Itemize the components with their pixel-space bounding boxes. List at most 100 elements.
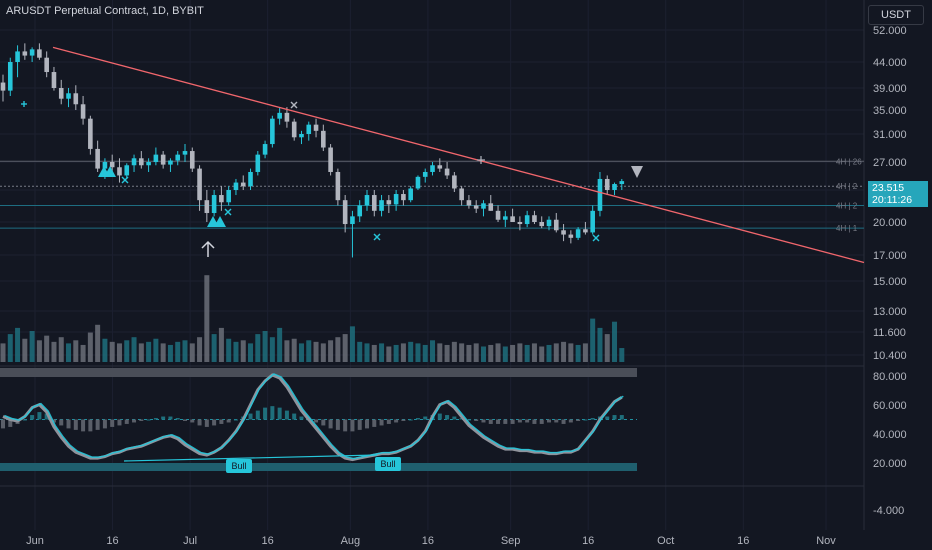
oscillator-histogram-bar	[73, 419, 78, 430]
volume-bar	[612, 321, 618, 362]
oscillator-histogram-bar	[219, 419, 224, 424]
volume-bar	[459, 343, 465, 362]
oscillator-histogram-bar	[95, 419, 100, 430]
price-axis: 52.00044.00039.00035.00031.00027.00023.0…	[873, 25, 907, 517]
currency-selector[interactable]: USDT	[868, 5, 924, 25]
price-tick-label: 35.000	[873, 105, 907, 117]
volume-bar	[582, 343, 588, 362]
volume-bar	[306, 340, 312, 362]
volume-bar	[451, 341, 457, 362]
candle-body	[219, 195, 224, 203]
volume-bar	[189, 343, 195, 362]
volume-bar	[480, 346, 486, 362]
volume-bar	[510, 344, 516, 362]
volume-bar	[102, 338, 108, 362]
volume-bar	[160, 343, 166, 362]
candle-body	[612, 184, 617, 190]
oscillator-line	[2, 373, 623, 462]
candle-body	[0, 82, 6, 91]
time-tick-label: Oct	[657, 535, 674, 547]
volume-bar	[109, 341, 115, 362]
volume-bar	[29, 331, 35, 362]
volume-bar	[437, 343, 443, 362]
volume-bar	[58, 337, 64, 362]
oscillator-histogram-bar	[59, 419, 64, 426]
oscillator-histogram-bar	[66, 419, 71, 429]
volume-bar	[575, 344, 581, 362]
cross-icon	[121, 176, 129, 184]
volume-bar	[255, 334, 261, 362]
oscillator-histogram-bar	[466, 419, 471, 421]
oscillator-tick-label: 60.000	[873, 400, 907, 412]
last-price: 23.515	[872, 182, 905, 194]
candle-body	[131, 158, 137, 166]
oscillator-histogram-bar	[132, 419, 137, 423]
candle-body	[15, 51, 20, 62]
oscillator-histogram-bar	[314, 419, 319, 423]
candle-body	[95, 148, 100, 169]
candle-body	[430, 165, 435, 172]
candle-body	[248, 171, 253, 187]
price-tick-label: 20.000	[873, 217, 907, 229]
volume-bar	[590, 318, 596, 362]
volume-bar	[284, 340, 290, 362]
oscillator-histogram-bar	[248, 413, 253, 420]
volume-bar	[488, 344, 494, 362]
cross-icon	[592, 234, 600, 242]
volume-bar	[473, 343, 479, 362]
volume-bar	[66, 343, 72, 362]
candle-body	[51, 72, 57, 88]
volume-bar	[226, 338, 232, 362]
candle-body	[444, 168, 450, 176]
cross-icon	[224, 208, 232, 216]
volume-bar	[393, 344, 399, 362]
volume-bar	[167, 344, 173, 362]
candle-body	[262, 144, 268, 155]
oscillator-histogram-bar	[437, 413, 442, 420]
oscillator-histogram-bar	[379, 419, 384, 426]
candle-body	[102, 162, 108, 169]
volume-bar	[604, 334, 610, 362]
candle-body	[459, 188, 464, 201]
price-tick-label: 39.000	[873, 83, 907, 95]
bar-countdown: 20:11:26	[872, 194, 913, 206]
divergence-line	[123, 454, 378, 462]
oscillator-histogram-bar	[161, 416, 166, 420]
volume-bar	[386, 346, 392, 362]
candle-body	[44, 57, 49, 73]
oscillator-histogram-bar	[445, 415, 450, 420]
volume-bar	[0, 343, 6, 362]
candle-body	[153, 154, 159, 162]
candle-body	[532, 215, 537, 222]
oscillator-pane: Bull Bull	[0, 373, 637, 473]
candle-body	[88, 118, 93, 149]
volume-bar	[277, 327, 283, 362]
candle-body	[80, 104, 86, 119]
volume-bar	[218, 327, 224, 362]
candle-body	[204, 200, 210, 214]
volume-bar	[415, 343, 421, 362]
buy-triangle-icon	[104, 166, 116, 177]
candle-body	[270, 118, 275, 145]
volume-bar	[619, 348, 625, 362]
candle-body	[233, 182, 239, 190]
signal-markers	[21, 101, 643, 257]
oscillator-histogram-bar	[81, 419, 86, 432]
oscillator-histogram-bar	[415, 418, 420, 420]
candle-body	[37, 49, 42, 58]
candle-body	[124, 165, 130, 176]
candle-body	[619, 181, 625, 185]
volume-bar	[531, 343, 537, 362]
candle-body	[553, 219, 559, 231]
price-tick-label: 15.000	[873, 276, 907, 288]
volume-bar	[379, 343, 385, 362]
volume-bar	[320, 343, 326, 362]
cross-icon	[290, 101, 298, 109]
volume-bar	[357, 341, 363, 362]
oscillator-histogram-bar	[51, 419, 56, 423]
oscillator-histogram-bar	[568, 419, 573, 423]
volume-bar	[240, 340, 246, 362]
candle-body	[422, 171, 428, 177]
volume-bar	[87, 332, 93, 362]
